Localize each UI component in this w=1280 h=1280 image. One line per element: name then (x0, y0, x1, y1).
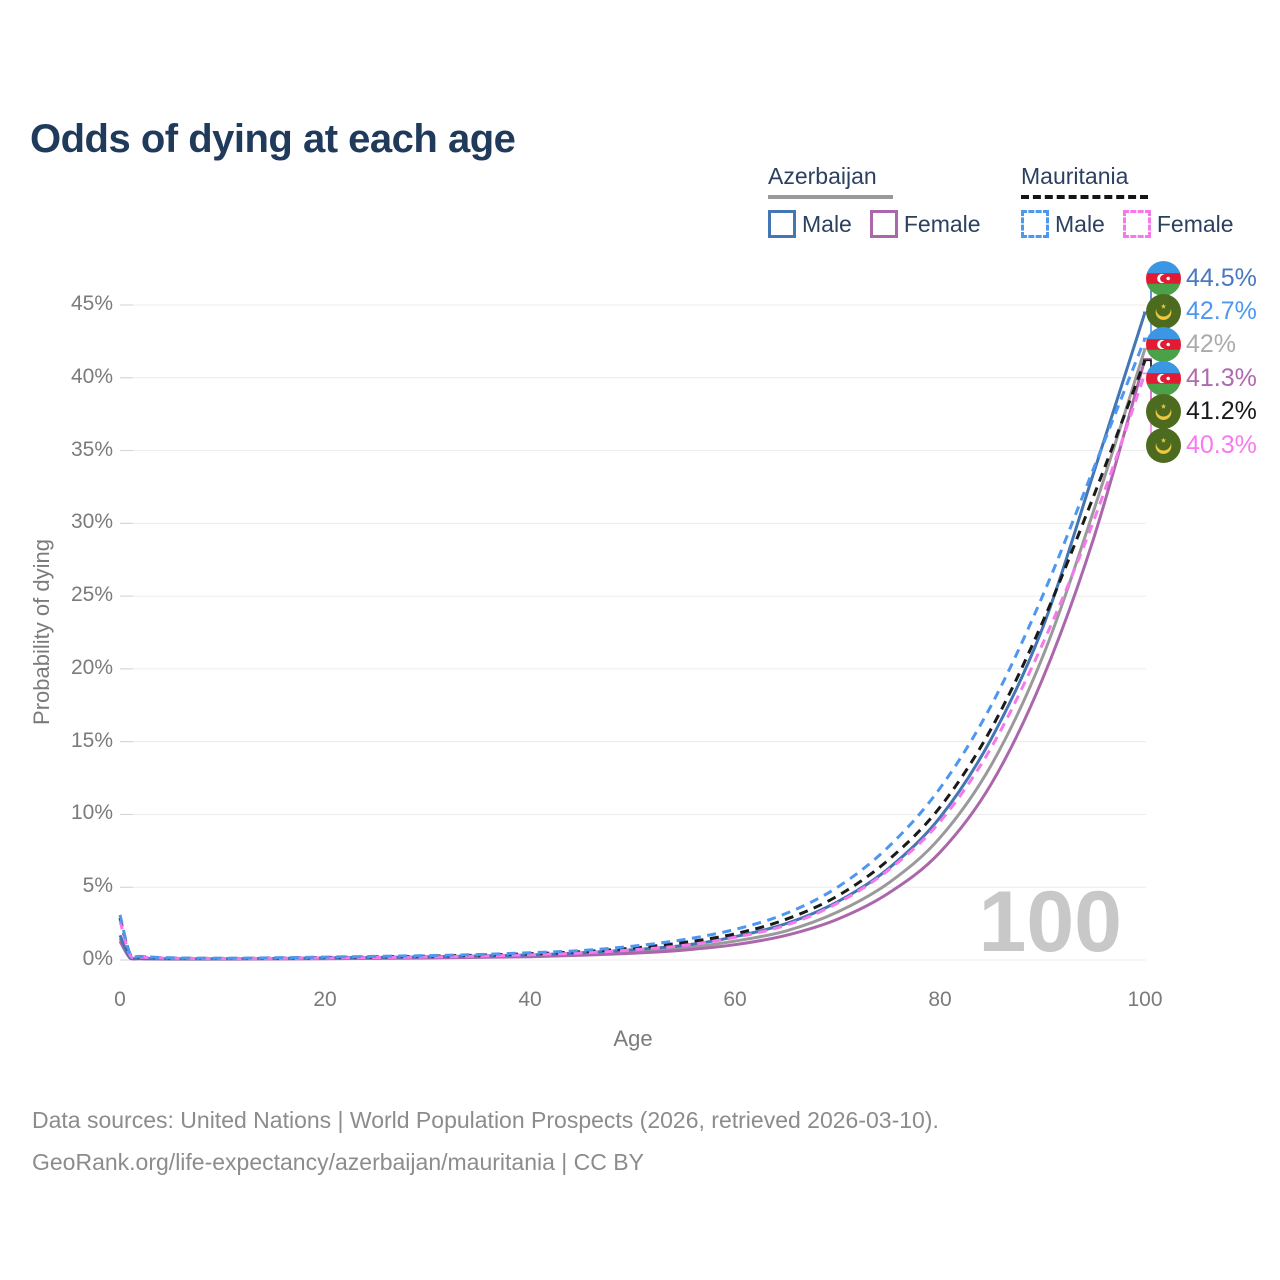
legend-group-mauritania: Mauritania Male Female (1021, 163, 1234, 238)
x-tick-label: 100 (1127, 988, 1163, 1011)
mauritania-flag-icon (1146, 427, 1181, 463)
end-label-mauritania-male: 42.7% (1146, 293, 1257, 329)
end-label-value: 42% (1186, 330, 1237, 359)
legend-item-label: Female (903, 210, 981, 237)
y-tick-label: 10% (70, 801, 113, 825)
y-tick-label: 5% (82, 874, 113, 898)
end-label-azerbaijan-total: 42% (1146, 327, 1236, 363)
data-sources-text: Data sources: United Nations | World Pop… (32, 1107, 939, 1133)
mauritania-flag-icon (1146, 394, 1181, 430)
y-tick-label: 15% (70, 728, 113, 752)
end-label-value: 41.3% (1186, 363, 1257, 392)
azerbaijan-flag-icon (1146, 327, 1181, 363)
legend-swatch-azerbaijan-male (768, 210, 796, 238)
azerbaijan-flag-icon (1146, 360, 1181, 396)
legend-swatch-mauritania-male (1021, 210, 1049, 238)
legend-item-label: Male (1055, 210, 1105, 237)
legend-item-mauritania-female[interactable]: Female (1122, 210, 1234, 238)
end-label-azerbaijan-male: 44.5% (1146, 260, 1257, 296)
legend-line-swatch-mauritania (1021, 195, 1148, 199)
y-tick-label: 30% (70, 510, 113, 534)
legend-item-azerbaijan-male[interactable]: Male (768, 210, 852, 238)
x-tick-label: 60 (723, 988, 747, 1011)
legend-line-swatch-azerbaijan (768, 195, 893, 199)
georank-url-text[interactable]: GeoRank.org/life-expectancy/azerbaijan/m… (32, 1149, 644, 1175)
x-tick-label: 80 (928, 988, 952, 1011)
mauritania-flag-icon (1146, 293, 1181, 329)
end-label-value: 42.7% (1186, 296, 1257, 325)
end-label-value: 41.2% (1186, 397, 1257, 426)
legend-swatch-azerbaijan-female (869, 210, 898, 238)
series-line-azerbaijan-female[interactable] (118, 358, 1147, 961)
end-label-mauritania-female: 40.3% (1146, 427, 1257, 463)
legend-item-mauritania-male[interactable]: Male (1021, 210, 1105, 238)
legend-item-label: Male (802, 210, 852, 237)
end-label-mauritania-total: 41.2% (1146, 394, 1257, 430)
end-label-azerbaijan-female: 41.3% (1146, 360, 1257, 396)
y-axis-title: Probability of dying (29, 539, 54, 725)
legend-item-label: Female (1156, 210, 1234, 237)
y-tick-label: 25% (70, 583, 113, 607)
x-tick-label: 20 (313, 988, 337, 1011)
x-tick-label: 0 (114, 988, 126, 1011)
legend-swatch-mauritania-female (1122, 210, 1151, 238)
x-tick-label: 40 (518, 988, 542, 1011)
azerbaijan-flag-icon (1146, 260, 1181, 296)
y-tick-label: 35% (70, 437, 113, 461)
y-tick-label: 0% (82, 947, 113, 970)
age-watermark: 100 (978, 874, 1123, 970)
y-tick-label: 20% (70, 655, 113, 679)
series-line-mauritania-total[interactable] (118, 359, 1147, 960)
series-line-azerbaijan-total[interactable] (118, 348, 1147, 961)
legend-items-mauritania: Male Female (1021, 210, 1234, 238)
legend-group-azerbaijan: Azerbaijan Male Female (768, 163, 981, 238)
legend-country-label-mauritania: Mauritania (1021, 163, 1129, 189)
chart-svg (118, 277, 1158, 961)
y-tick-label: 45% (70, 292, 113, 315)
series-line-mauritania-female[interactable] (118, 372, 1147, 961)
legend-items-azerbaijan: Male Female (768, 210, 981, 238)
series-line-azerbaijan-male[interactable] (118, 311, 1147, 961)
end-label-value: 40.3% (1186, 430, 1257, 459)
end-label-value: 44.5% (1186, 263, 1257, 292)
legend-country-label-azerbaijan: Azerbaijan (768, 163, 877, 189)
page-title: Odds of dying at each age (30, 116, 516, 161)
legend-item-azerbaijan-female[interactable]: Female (869, 210, 981, 238)
y-tick-label: 40% (70, 364, 113, 388)
x-axis-title: Age (613, 1026, 653, 1051)
series-line-mauritania-male[interactable] (118, 337, 1147, 960)
